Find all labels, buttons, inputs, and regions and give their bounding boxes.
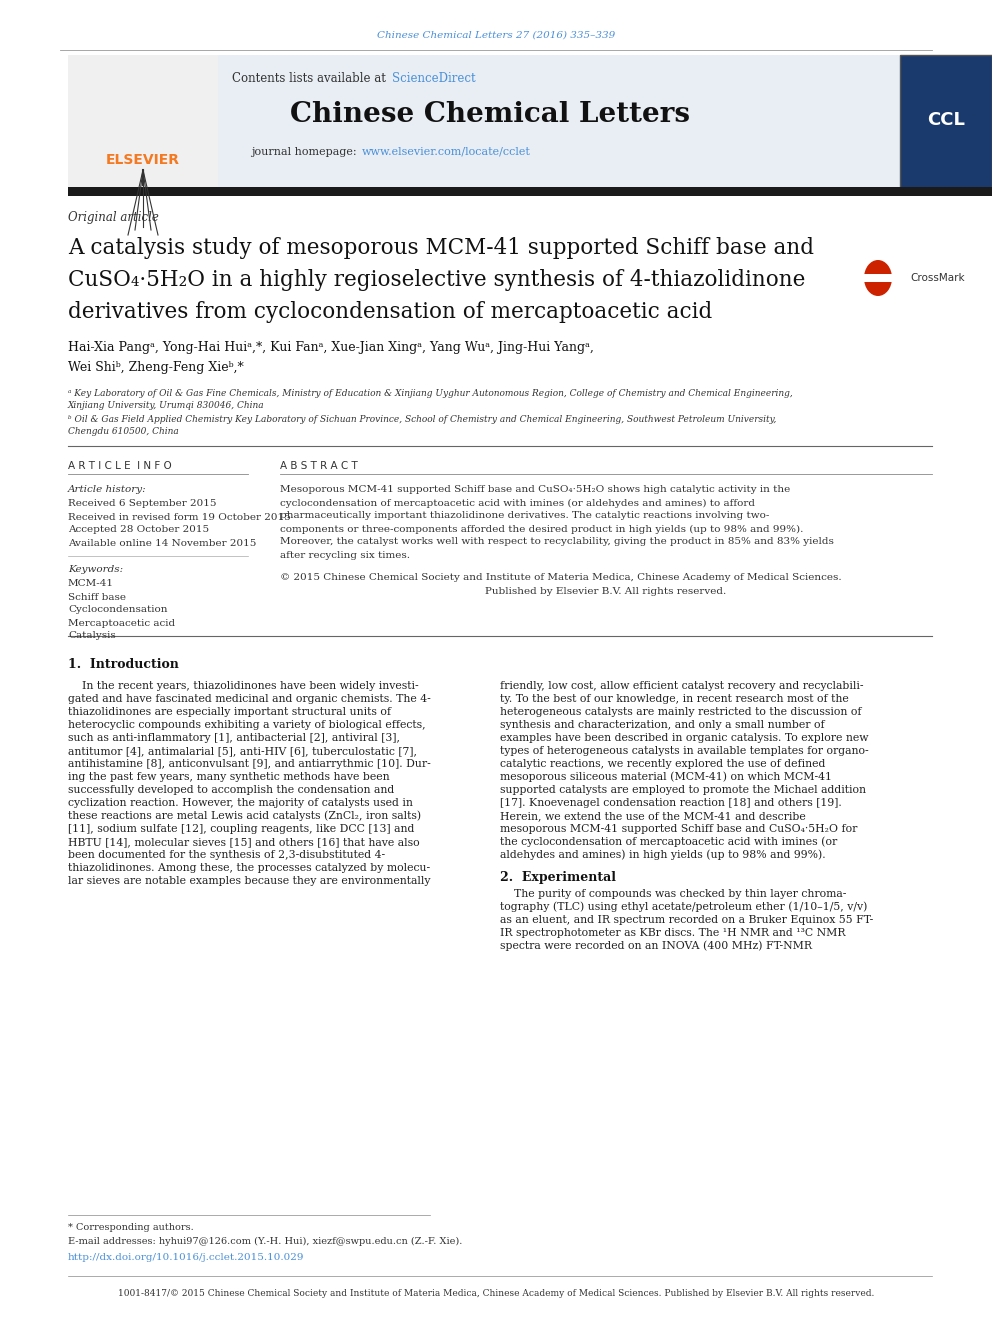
Text: ELSEVIER: ELSEVIER	[106, 153, 180, 167]
Text: components or three-components afforded the desired product in high yields (up t: components or three-components afforded …	[280, 524, 804, 533]
Text: thiazolidinones. Among these, the processes catalyzed by molecu-: thiazolidinones. Among these, the proces…	[68, 863, 431, 873]
Text: Received 6 September 2015: Received 6 September 2015	[68, 500, 216, 508]
Text: CrossMark: CrossMark	[910, 273, 964, 283]
Text: antihistamine [8], anticonvulsant [9], and antiarrythmic [10]. Dur-: antihistamine [8], anticonvulsant [9], a…	[68, 759, 431, 769]
Text: types of heterogeneous catalysts in available templates for organo-: types of heterogeneous catalysts in avai…	[500, 746, 869, 755]
Text: Cyclocondensation: Cyclocondensation	[68, 606, 168, 614]
Text: derivatives from cyclocondensation of mercaptoacetic acid: derivatives from cyclocondensation of me…	[68, 302, 712, 323]
Text: Wei Shiᵇ, Zheng-Feng Xieᵇ,*: Wei Shiᵇ, Zheng-Feng Xieᵇ,*	[68, 361, 244, 374]
Text: Herein, we extend the use of the MCM-41 and describe: Herein, we extend the use of the MCM-41 …	[500, 811, 806, 822]
Bar	[68, 56, 218, 191]
Text: ty. To the best of our knowledge, in recent research most of the: ty. To the best of our knowledge, in rec…	[500, 695, 849, 704]
Text: [11], sodium sulfate [12], coupling reagents, like DCC [13] and: [11], sodium sulfate [12], coupling reag…	[68, 824, 415, 833]
Text: supported catalysts are employed to promote the Michael addition: supported catalysts are employed to prom…	[500, 785, 866, 795]
Text: CuSO₄·5H₂O in a highly regioselective synthesis of 4-thiazolidinone: CuSO₄·5H₂O in a highly regioselective sy…	[68, 269, 806, 291]
Text: HBTU [14], molecular sieves [15] and others [16] that have also: HBTU [14], molecular sieves [15] and oth…	[68, 837, 420, 847]
Text: gated and have fascinated medicinal and organic chemists. The 4-: gated and have fascinated medicinal and …	[68, 695, 431, 704]
Text: ᵇ Oil & Gas Field Applied Chemistry Key Laboratory of Sichuan Province, School o: ᵇ Oil & Gas Field Applied Chemistry Key …	[68, 415, 777, 425]
Text: examples have been described in organic catalysis. To explore new: examples have been described in organic …	[500, 733, 869, 744]
Text: ᵃ Key Laboratory of Oil & Gas Fine Chemicals, Ministry of Education & Xinjiang U: ᵃ Key Laboratory of Oil & Gas Fine Chemi…	[68, 389, 793, 398]
Text: Catalysis: Catalysis	[68, 631, 116, 640]
Text: journal homepage:: journal homepage:	[251, 147, 360, 157]
Text: Keywords:: Keywords:	[68, 565, 123, 574]
Text: heterocyclic compounds exhibiting a variety of biological effects,: heterocyclic compounds exhibiting a vari…	[68, 720, 426, 730]
Text: * Corresponding authors.: * Corresponding authors.	[68, 1224, 193, 1233]
Text: CCL: CCL	[928, 111, 965, 130]
Bar	[68, 187, 992, 196]
Text: ScienceDirect: ScienceDirect	[392, 71, 475, 85]
Text: 2.  Experimental: 2. Experimental	[500, 872, 616, 885]
Text: pharmaceutically important thiazolidinone derivatives. The catalytic reactions i: pharmaceutically important thiazolidinon…	[280, 512, 770, 520]
Text: Accepted 28 October 2015: Accepted 28 October 2015	[68, 525, 209, 534]
Text: as an eluent, and IR spectrum recorded on a Bruker Equinox 55 FT-: as an eluent, and IR spectrum recorded o…	[500, 916, 873, 925]
Text: The purity of compounds was checked by thin layer chroma-: The purity of compounds was checked by t…	[500, 889, 846, 900]
Bar	[900, 56, 992, 191]
Bar	[864, 274, 892, 282]
Text: successfully developed to accomplish the condensation and: successfully developed to accomplish the…	[68, 785, 394, 795]
Text: antitumor [4], antimalarial [5], anti-HIV [6], tuberculostatic [7],: antitumor [4], antimalarial [5], anti-HI…	[68, 746, 417, 755]
Text: lar sieves are notable examples because they are environmentally: lar sieves are notable examples because …	[68, 876, 431, 886]
Text: http://dx.doi.org/10.1016/j.cclet.2015.10.029: http://dx.doi.org/10.1016/j.cclet.2015.1…	[68, 1253, 305, 1262]
Text: been documented for the synthesis of 2,3-disubstituted 4-: been documented for the synthesis of 2,3…	[68, 849, 385, 860]
Ellipse shape	[864, 261, 892, 296]
Text: A R T I C L E  I N F O: A R T I C L E I N F O	[68, 460, 172, 471]
Text: Original article: Original article	[68, 212, 159, 225]
Text: In the recent years, thiazolidinones have been widely investi-: In the recent years, thiazolidinones hav…	[68, 681, 419, 691]
Text: A catalysis study of mesoporous MCM-41 supported Schiff base and: A catalysis study of mesoporous MCM-41 s…	[68, 237, 814, 259]
Text: IR spectrophotometer as KBr discs. The ¹H NMR and ¹³C NMR: IR spectrophotometer as KBr discs. The ¹…	[500, 927, 845, 938]
Text: www.elsevier.com/locate/cclet: www.elsevier.com/locate/cclet	[362, 147, 531, 157]
Text: Contents lists available at: Contents lists available at	[232, 71, 390, 85]
Text: A B S T R A C T: A B S T R A C T	[280, 460, 358, 471]
Text: such as anti-inflammatory [1], antibacterial [2], antiviral [3],: such as anti-inflammatory [1], antibacte…	[68, 733, 400, 744]
Text: mesoporous siliceous material (MCM-41) on which MCM-41: mesoporous siliceous material (MCM-41) o…	[500, 771, 832, 782]
Text: spectra were recorded on an INOVA (400 MHz) FT-NMR: spectra were recorded on an INOVA (400 M…	[500, 941, 812, 951]
Text: 1.  Introduction: 1. Introduction	[68, 658, 179, 671]
Text: Published by Elsevier B.V. All rights reserved.: Published by Elsevier B.V. All rights re…	[485, 586, 726, 595]
Text: Hai-Xia Pangᵃ, Yong-Hai Huiᵃ,*, Kui Fanᵃ, Xue-Jian Xingᵃ, Yang Wuᵃ, Jing-Hui Yan: Hai-Xia Pangᵃ, Yong-Hai Huiᵃ,*, Kui Fanᵃ…	[68, 341, 594, 355]
Text: after recycling six times.: after recycling six times.	[280, 550, 410, 560]
Text: synthesis and characterization, and only a small number of: synthesis and characterization, and only…	[500, 720, 824, 730]
Text: friendly, low cost, allow efficient catalyst recovery and recyclabili-: friendly, low cost, allow efficient cata…	[500, 681, 863, 691]
Text: Chinese Chemical Letters 27 (2016) 335–339: Chinese Chemical Letters 27 (2016) 335–3…	[377, 30, 615, 40]
Text: Moreover, the catalyst works well with respect to recyclability, giving the prod: Moreover, the catalyst works well with r…	[280, 537, 834, 546]
Text: Mercaptoacetic acid: Mercaptoacetic acid	[68, 618, 176, 627]
Text: Xinjiang University, Urumqi 830046, China: Xinjiang University, Urumqi 830046, Chin…	[68, 401, 265, 410]
Text: Received in revised form 19 October 2015: Received in revised form 19 October 2015	[68, 512, 291, 521]
Text: MCM-41: MCM-41	[68, 579, 114, 589]
Text: ing the past few years, many synthetic methods have been: ing the past few years, many synthetic m…	[68, 773, 390, 782]
Text: tography (TLC) using ethyl acetate/petroleum ether (1/10–1/5, v/v): tography (TLC) using ethyl acetate/petro…	[500, 902, 867, 913]
Text: heterogeneous catalysts are mainly restricted to the discussion of: heterogeneous catalysts are mainly restr…	[500, 706, 861, 717]
Text: catalytic reactions, we recently explored the use of defined: catalytic reactions, we recently explore…	[500, 759, 825, 769]
Text: Schiff base: Schiff base	[68, 593, 126, 602]
Text: cyclocondensation of mercaptoacetic acid with imines (or aldehydes and amines) t: cyclocondensation of mercaptoacetic acid…	[280, 499, 755, 508]
Bar	[68, 56, 900, 191]
Text: [17]. Knoevenagel condensation reaction [18] and others [19].: [17]. Knoevenagel condensation reaction …	[500, 798, 842, 808]
Text: aldehydes and amines) in high yields (up to 98% and 99%).: aldehydes and amines) in high yields (up…	[500, 849, 825, 860]
Text: Available online 14 November 2015: Available online 14 November 2015	[68, 538, 256, 548]
Text: cyclization reaction. However, the majority of catalysts used in: cyclization reaction. However, the major…	[68, 798, 413, 808]
Text: Mesoporous MCM-41 supported Schiff base and CuSO₄·5H₂O shows high catalytic acti: Mesoporous MCM-41 supported Schiff base …	[280, 486, 791, 495]
Text: Chinese Chemical Letters: Chinese Chemical Letters	[290, 102, 690, 128]
Text: mesoporous MCM-41 supported Schiff base and CuSO₄·5H₂O for: mesoporous MCM-41 supported Schiff base …	[500, 824, 857, 833]
Text: the cyclocondensation of mercaptoacetic acid with imines (or: the cyclocondensation of mercaptoacetic …	[500, 836, 837, 847]
Text: these reactions are metal Lewis acid catalysts (ZnCl₂, iron salts): these reactions are metal Lewis acid cat…	[68, 811, 422, 822]
Text: 1001-8417/© 2015 Chinese Chemical Society and Institute of Materia Medica, Chine: 1001-8417/© 2015 Chinese Chemical Societ…	[118, 1289, 874, 1298]
Text: Article history:: Article history:	[68, 486, 147, 495]
Text: E-mail addresses: hyhui97@126.com (Y.-H. Hui), xiezf@swpu.edu.cn (Z.-F. Xie).: E-mail addresses: hyhui97@126.com (Y.-H.…	[68, 1237, 462, 1245]
Text: Chengdu 610500, China: Chengdu 610500, China	[68, 427, 179, 437]
Text: thiazolidinones are especially important structural units of: thiazolidinones are especially important…	[68, 706, 391, 717]
Text: © 2015 Chinese Chemical Society and Institute of Materia Medica, Chinese Academy: © 2015 Chinese Chemical Society and Inst…	[280, 573, 841, 582]
